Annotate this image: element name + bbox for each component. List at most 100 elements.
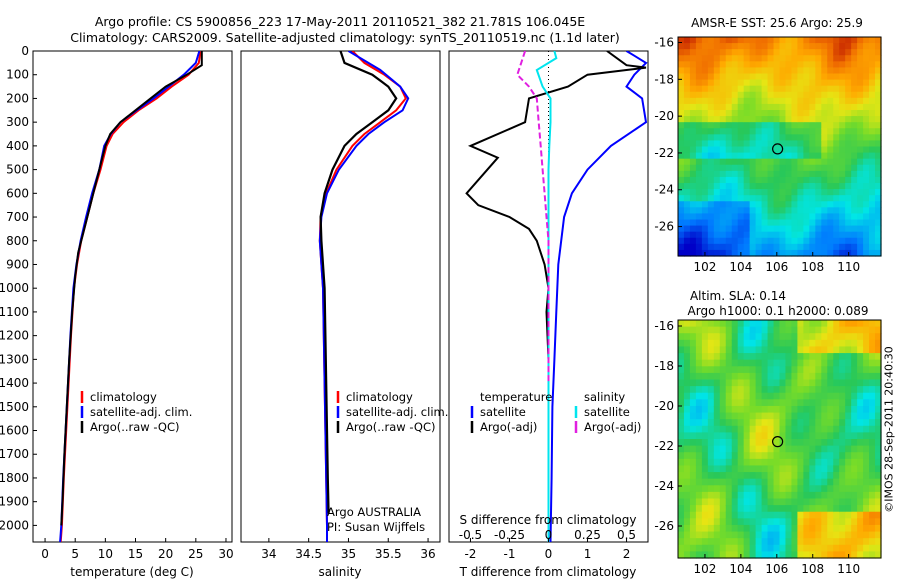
heatmap-cell	[749, 140, 757, 148]
heatmap-cell	[863, 518, 870, 526]
heatmap-cell	[689, 320, 697, 328]
heatmap-cell	[851, 524, 858, 533]
heatmap-cell	[785, 432, 793, 440]
heatmap-cell	[821, 225, 828, 233]
heatmap-cell	[713, 176, 721, 184]
heatmap-cell	[851, 207, 858, 215]
heatmap-cell	[713, 110, 721, 117]
salinity-legend: climatology satellite-adj. clim. Argo(..…	[336, 390, 448, 434]
heatmap-cell	[833, 122, 840, 129]
heatmap-cell	[761, 326, 769, 334]
heatmap-cell	[695, 122, 703, 129]
heatmap-cell	[767, 73, 775, 81]
difference-series	[465, 51, 648, 542]
heatmap-cell	[785, 237, 793, 245]
heatmap-cell	[803, 116, 810, 123]
heatmap-cell	[678, 452, 685, 460]
heatmap-cell	[713, 231, 721, 239]
heatmap-cell	[719, 110, 727, 117]
heatmap-cell	[761, 412, 769, 420]
heatmap-cell	[833, 103, 840, 111]
heatmap-cell	[797, 399, 804, 407]
heatmap-cell	[797, 122, 804, 129]
heatmap-cell	[731, 359, 739, 367]
heatmap-cell	[737, 485, 745, 493]
heatmap-cell	[725, 195, 733, 202]
latitude-tick-label: -20	[654, 399, 674, 413]
heatmap-cell	[869, 110, 876, 117]
heatmap-cell	[863, 366, 870, 374]
heatmap-cell	[821, 399, 828, 407]
heatmap-cell	[713, 67, 721, 75]
heatmap-cell	[809, 544, 816, 552]
heatmap-cell	[678, 379, 685, 387]
heatmap-cell	[773, 158, 781, 166]
legend-s-satellite-label: satellite	[584, 405, 630, 419]
heatmap-cell	[767, 201, 775, 208]
heatmap-cell	[731, 201, 739, 208]
heatmap-cell	[821, 339, 828, 348]
heatmap-cell	[869, 392, 876, 400]
heatmap-cell	[875, 392, 882, 400]
heatmap-cell	[713, 116, 721, 123]
heatmap-cell	[857, 189, 864, 196]
heatmap-cell	[725, 478, 733, 486]
heatmap-cell	[857, 164, 864, 172]
heatmap-cell	[731, 146, 739, 154]
heatmap-cell	[725, 249, 733, 257]
heatmap-cell	[863, 465, 870, 473]
heatmap-cell	[815, 478, 822, 486]
heatmap-cell	[827, 195, 834, 202]
heatmap-cell	[707, 333, 715, 341]
heatmap-cell	[833, 326, 840, 334]
heatmap-cell	[815, 237, 822, 245]
heatmap-cell	[809, 61, 816, 69]
heatmap-cell	[779, 158, 787, 166]
heatmap-cell	[701, 134, 709, 142]
heatmap-cell	[743, 412, 751, 420]
heatmap-cell	[785, 465, 793, 473]
heatmap-cell	[779, 110, 787, 117]
heatmap-cell	[821, 189, 828, 196]
heatmap-cell	[761, 213, 769, 221]
heatmap-cell	[683, 164, 691, 172]
heatmap-cell	[678, 128, 685, 135]
heatmap-cell	[857, 399, 864, 407]
heatmap-cell	[821, 498, 828, 506]
heatmap-cell	[863, 201, 870, 208]
heatmap-cell	[689, 518, 697, 526]
heatmap-cell	[707, 249, 715, 257]
heatmap-cell	[773, 213, 781, 221]
heatmap-cell	[689, 55, 697, 62]
heatmap-cell	[863, 195, 870, 202]
heatmap-cell	[803, 551, 810, 559]
heatmap-cell	[815, 213, 822, 221]
heatmap-cell	[851, 511, 858, 519]
heatmap-cell	[683, 85, 691, 93]
heatmap-cell	[678, 116, 685, 123]
heatmap-cell	[749, 452, 757, 460]
heatmap-cell	[701, 326, 709, 334]
t-difference-tick-label: -1	[503, 547, 515, 561]
heatmap-cell	[779, 176, 787, 184]
heatmap-cell	[701, 219, 709, 227]
heatmap-cell	[833, 201, 840, 208]
heatmap-cell	[851, 472, 858, 480]
heatmap-cell	[803, 91, 810, 99]
heatmap-cell	[719, 158, 727, 166]
heatmap-cell	[689, 43, 697, 50]
heatmap-cell	[791, 505, 799, 513]
heatmap-cell	[827, 339, 834, 348]
heatmap-cell	[869, 472, 876, 480]
heatmap-cell	[683, 231, 691, 239]
heatmap-cell	[743, 152, 751, 160]
heatmap-cell	[851, 544, 858, 552]
heatmap-cell	[701, 524, 709, 533]
heatmap-cell	[707, 219, 715, 227]
heatmap-cell	[791, 478, 799, 486]
heatmap-cell	[719, 359, 727, 367]
heatmap-cell	[683, 386, 691, 394]
heatmap-cell	[839, 237, 846, 245]
heatmap-cell	[791, 237, 799, 245]
heatmap-cell	[713, 386, 721, 394]
